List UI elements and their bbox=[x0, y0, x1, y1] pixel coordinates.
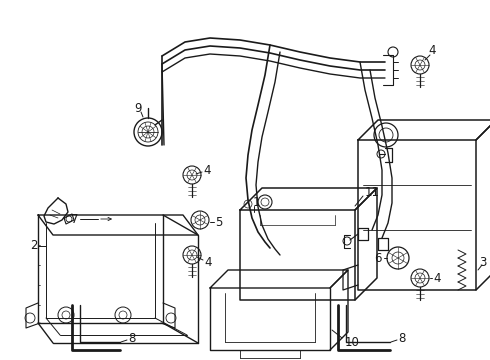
Text: 11: 11 bbox=[365, 185, 380, 198]
Text: 10: 10 bbox=[345, 336, 360, 348]
Text: 8: 8 bbox=[398, 332, 405, 345]
Text: 2: 2 bbox=[30, 239, 38, 252]
Text: 4: 4 bbox=[203, 163, 211, 176]
Text: 4: 4 bbox=[428, 44, 436, 57]
Text: 7: 7 bbox=[71, 212, 78, 225]
Text: 4: 4 bbox=[204, 256, 212, 269]
Text: 1: 1 bbox=[253, 195, 261, 208]
Text: 4: 4 bbox=[433, 271, 441, 284]
Text: 3: 3 bbox=[480, 256, 487, 269]
Text: 9: 9 bbox=[134, 102, 142, 114]
Text: 6: 6 bbox=[374, 252, 382, 265]
Text: 5: 5 bbox=[215, 216, 222, 229]
Text: 8: 8 bbox=[128, 332, 135, 345]
